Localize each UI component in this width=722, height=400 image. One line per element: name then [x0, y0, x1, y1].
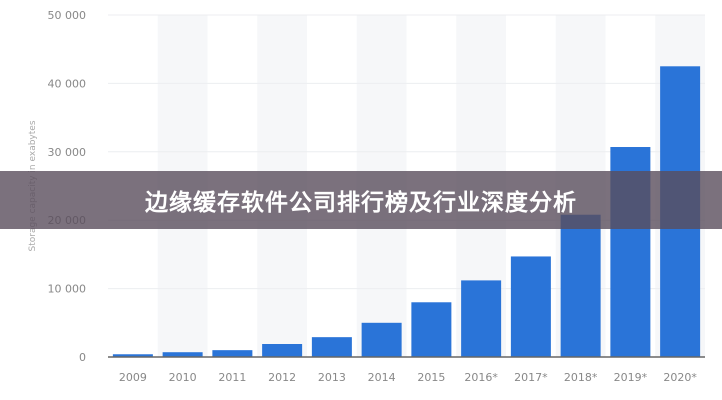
x-tick-label: 2013 — [318, 371, 346, 384]
bar — [262, 344, 303, 357]
bar — [560, 214, 601, 357]
title-banner: 边缘缓存软件公司排行榜及行业深度分析 — [0, 171, 722, 229]
x-tick-label: 2015 — [417, 371, 445, 384]
x-tick-label: 2018* — [564, 371, 598, 384]
bar — [461, 280, 502, 357]
bar — [411, 302, 452, 357]
x-tick-label: 2019* — [614, 371, 648, 384]
bar — [311, 337, 352, 357]
x-tick-label: 2010 — [169, 371, 197, 384]
x-tick-label: 2017* — [514, 371, 548, 384]
x-tick-label: 2012 — [268, 371, 296, 384]
bar — [510, 256, 551, 357]
y-tick-label: 10 000 — [48, 283, 87, 296]
y-tick-label: 50 000 — [48, 9, 87, 22]
y-tick-label: 0 — [79, 351, 86, 364]
x-tick-label: 2020* — [663, 371, 697, 384]
y-tick-label: 30 000 — [48, 146, 87, 159]
x-tick-label: 2011 — [218, 371, 246, 384]
x-tick-label: 2016* — [464, 371, 498, 384]
x-tick-label: 2014 — [368, 371, 396, 384]
bar — [212, 350, 253, 357]
bar — [361, 322, 402, 357]
bar — [162, 352, 203, 357]
banner-title: 边缘缓存软件公司排行榜及行业深度分析 — [145, 190, 577, 216]
bar — [112, 354, 153, 357]
y-tick-label: 40 000 — [48, 77, 87, 90]
x-tick-label: 2009 — [119, 371, 147, 384]
